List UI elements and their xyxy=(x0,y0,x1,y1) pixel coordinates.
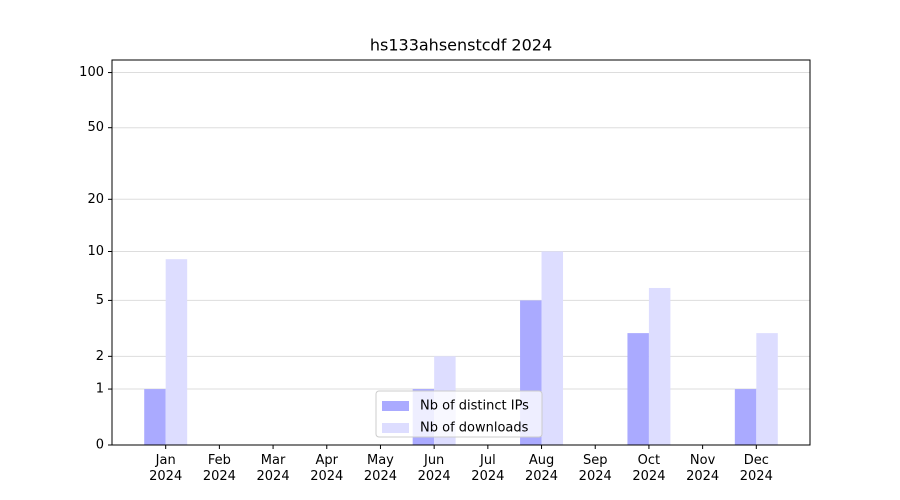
bar xyxy=(541,251,564,445)
bar xyxy=(144,389,166,445)
y-tick-label: 100 xyxy=(79,65,104,80)
y-tick-label: 1 xyxy=(96,382,104,397)
y-tick-label: 5 xyxy=(96,293,104,308)
x-tick-label: Sep 2024 xyxy=(578,453,612,484)
x-tick-label: May 2024 xyxy=(363,453,397,484)
y-tick-label: 50 xyxy=(87,120,104,135)
x-tick-label: Dec 2024 xyxy=(739,453,773,484)
x-tick-label: Jan 2024 xyxy=(149,453,183,484)
y-tick-label: 2 xyxy=(96,349,104,364)
legend: Nb of distinct IPs Nb of downloads xyxy=(375,390,543,438)
bar xyxy=(734,389,757,445)
x-tick-label: Feb 2024 xyxy=(202,453,236,484)
x-tick-label: Jul 2024 xyxy=(471,453,505,484)
bar xyxy=(648,287,671,445)
plot-frame xyxy=(111,59,811,446)
x-tick-label: Aug 2024 xyxy=(524,453,559,484)
x-tick-label: Nov 2024 xyxy=(686,453,720,484)
legend-label: Nb of downloads xyxy=(420,421,529,436)
y-tick-label: 0 xyxy=(96,438,104,453)
x-tick-label: Jun 2024 xyxy=(417,453,451,484)
bar xyxy=(165,259,188,445)
bar xyxy=(627,333,649,445)
legend-swatch xyxy=(382,401,409,411)
y-tick-label: 10 xyxy=(87,244,104,259)
legend-swatch xyxy=(382,423,409,433)
x-tick-label: Mar 2024 xyxy=(256,453,290,484)
x-tick-label: Oct 2024 xyxy=(632,453,666,484)
x-tick-label: Apr 2024 xyxy=(310,453,344,484)
legend-label: Nb of distinct IPs xyxy=(420,399,529,414)
chart-title: hs133ahsenstcdf 2024 xyxy=(370,36,552,55)
y-tick-label: 20 xyxy=(87,192,104,207)
legend-box xyxy=(375,390,543,438)
bar xyxy=(756,333,778,445)
